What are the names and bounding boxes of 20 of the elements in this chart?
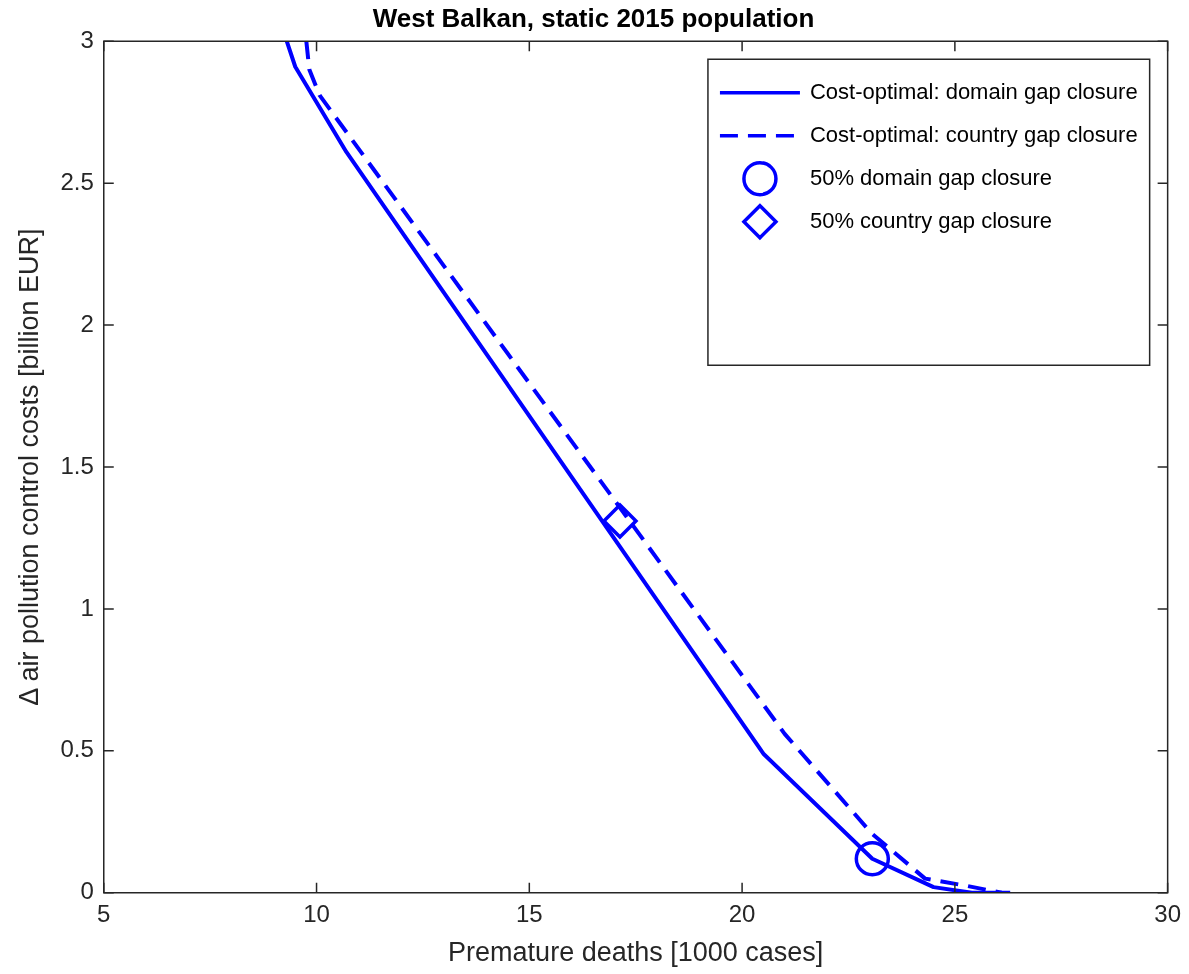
- legend-label: Cost-optimal: country gap closure: [809, 121, 1138, 147]
- x-tick-label: 15: [515, 899, 543, 927]
- x-tick-label: 20: [728, 899, 756, 927]
- y-tick-label: 0: [80, 877, 94, 905]
- legend-label: Cost-optimal: domain gap closure: [809, 78, 1138, 104]
- chart-title: West Balkan, static 2015 population: [372, 2, 815, 33]
- x-tick-label: 5: [97, 899, 111, 927]
- y-tick-label: 1: [80, 593, 94, 621]
- y-tick-label: 2: [80, 309, 94, 337]
- legend-label: 50% domain gap closure: [809, 164, 1053, 190]
- y-tick-label: 1.5: [60, 451, 94, 479]
- x-tick-label: 10: [303, 899, 330, 927]
- x-tick-label: 25: [941, 899, 969, 927]
- y-tick-label: 3: [80, 25, 94, 53]
- x-axis-title: Premature deaths [1000 cases]: [448, 937, 824, 968]
- legend-label: 50% country gap closure: [809, 207, 1053, 233]
- y-tick-label: 2.5: [60, 167, 94, 195]
- y-axis-title: Δ air pollution control costs [billion EUR]: [13, 228, 44, 706]
- y-tick-label: 0.5: [60, 735, 94, 763]
- x-tick-label: 30: [1154, 899, 1181, 927]
